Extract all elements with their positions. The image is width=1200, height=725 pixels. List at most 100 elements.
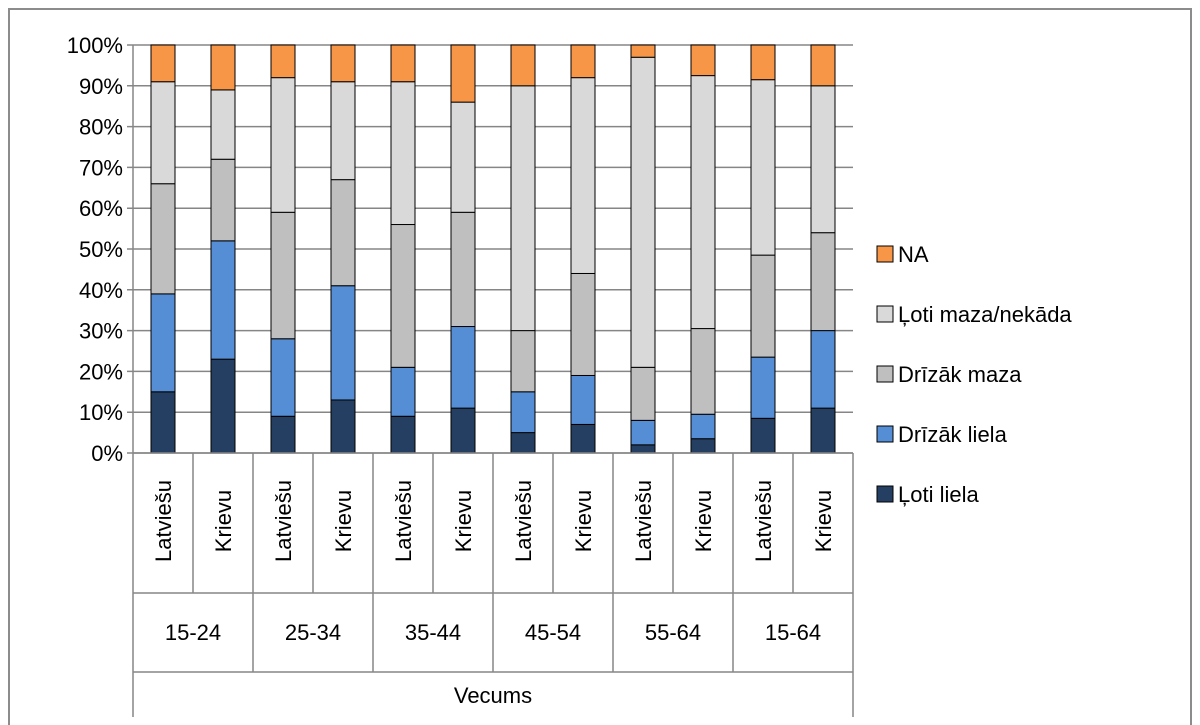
bar-segment-4 — [510, 44, 536, 87]
bar-segment-2 — [810, 232, 836, 332]
bar-segment-0 — [690, 438, 716, 454]
x-group-label: 55-64 — [645, 620, 701, 645]
bar-segment-1 — [510, 391, 536, 434]
bar-segment-3 — [390, 81, 416, 226]
legend-swatch — [876, 305, 894, 323]
bar-segment-1 — [810, 330, 836, 409]
bar-segment-0 — [750, 417, 776, 454]
bar-segment-0 — [210, 358, 236, 454]
y-tick-label: 80% — [79, 115, 123, 140]
bar-segment-3 — [330, 81, 356, 181]
x-group-label: 15-64 — [765, 620, 821, 645]
x-category-label: Latviešu — [751, 480, 776, 562]
bar-segment-0 — [330, 399, 356, 454]
bar-segment-0 — [630, 444, 656, 454]
x-group-label: 35-44 — [405, 620, 461, 645]
bar-segment-3 — [690, 75, 716, 330]
y-tick-label: 60% — [79, 196, 123, 221]
bar-segment-4 — [270, 44, 296, 79]
bar-segment-3 — [450, 101, 476, 213]
chart-frame — [8, 8, 1192, 725]
bar-segment-0 — [390, 415, 416, 454]
x-category-labels: Latviešu Krievu Latviešu Krievu Latviešu Krie… — [151, 480, 836, 562]
bar-segment-4 — [750, 44, 776, 81]
x-category-label: Krievu — [451, 490, 476, 552]
bar-segment-4 — [690, 44, 716, 77]
x-axis-title: Vecums — [454, 683, 532, 708]
bar-segment-4 — [810, 44, 836, 87]
bar-segment-3 — [750, 79, 776, 256]
gridlines — [127, 44, 853, 454]
y-tick-label: 10% — [79, 400, 123, 425]
legend-label: Drīzāk liela — [898, 422, 1008, 447]
x-group-labels: 15-24 25-34 35-44 45-54 55-64 15-64 — [165, 620, 821, 645]
y-tick-label: 90% — [79, 74, 123, 99]
bar-segment-4 — [150, 44, 176, 83]
y-tick-label: 20% — [79, 359, 123, 384]
legend-swatch — [876, 245, 894, 263]
bar-segment-2 — [150, 183, 176, 295]
x-group-label: 15-24 — [165, 620, 221, 645]
bar-segment-2 — [510, 330, 536, 393]
x-category-label: Krievu — [571, 490, 596, 552]
x-category-label: Latviešu — [151, 480, 176, 562]
bar-segment-1 — [270, 338, 296, 417]
bar-segment-1 — [570, 374, 596, 425]
x-category-label: Krievu — [811, 490, 836, 552]
bar-segment-3 — [570, 77, 596, 274]
bar-segment-0 — [570, 423, 596, 454]
bar-segment-2 — [210, 158, 236, 242]
y-tick-label: 70% — [79, 155, 123, 180]
bar-segment-0 — [270, 415, 296, 454]
bar-segment-3 — [150, 81, 176, 185]
bar-segment-3 — [510, 85, 536, 332]
bar-segment-0 — [150, 391, 176, 454]
bars — [150, 44, 836, 454]
bar-segment-1 — [750, 356, 776, 419]
bar-segment-2 — [750, 254, 776, 358]
legend-label: Ļoti liela — [898, 482, 979, 507]
x-category-label: Krievu — [331, 490, 356, 552]
legend-label: Ļoti maza/nekāda — [898, 302, 1072, 327]
x-category-label: Latviešu — [511, 480, 536, 562]
bar-segment-3 — [210, 89, 236, 160]
bar-segment-1 — [450, 326, 476, 409]
bar-segment-4 — [630, 44, 656, 58]
bar-segment-2 — [390, 224, 416, 368]
y-tick-label: 30% — [79, 319, 123, 344]
bar-segment-1 — [210, 240, 236, 360]
bar-segment-2 — [690, 328, 716, 415]
x-group-label: 25-34 — [285, 620, 341, 645]
bar-segment-4 — [330, 44, 356, 83]
x-category-label: Latviešu — [391, 480, 416, 562]
bar-segment-1 — [150, 293, 176, 393]
bar-segment-0 — [450, 407, 476, 454]
legend-label: NA — [898, 242, 929, 267]
bar-segment-2 — [450, 211, 476, 328]
y-tick-label: 40% — [79, 278, 123, 303]
bar-segment-4 — [210, 44, 236, 91]
y-tick-label: 100% — [67, 33, 123, 58]
y-tick-label: 0% — [91, 441, 123, 466]
legend-label: Drīzāk maza — [898, 362, 1022, 387]
x-group-label: 45-54 — [525, 620, 581, 645]
x-category-label: Krievu — [691, 490, 716, 552]
bar-segment-2 — [330, 179, 356, 287]
bar-segment-2 — [570, 272, 596, 376]
legend-swatch — [876, 365, 894, 383]
bar-segment-3 — [630, 56, 656, 368]
bar-segment-1 — [690, 413, 716, 440]
bar-segment-0 — [510, 432, 536, 454]
bar-segment-2 — [630, 366, 656, 421]
bar-segment-3 — [270, 77, 296, 213]
x-category-label: Krievu — [211, 490, 236, 552]
bar-segment-4 — [390, 44, 416, 83]
bar-segment-4 — [570, 44, 596, 79]
x-category-label: Latviešu — [271, 480, 296, 562]
bar-segment-1 — [330, 285, 356, 401]
bar-segment-1 — [630, 419, 656, 446]
bar-segment-3 — [810, 85, 836, 234]
bar-segment-2 — [270, 211, 296, 340]
y-tick-label: 50% — [79, 237, 123, 262]
